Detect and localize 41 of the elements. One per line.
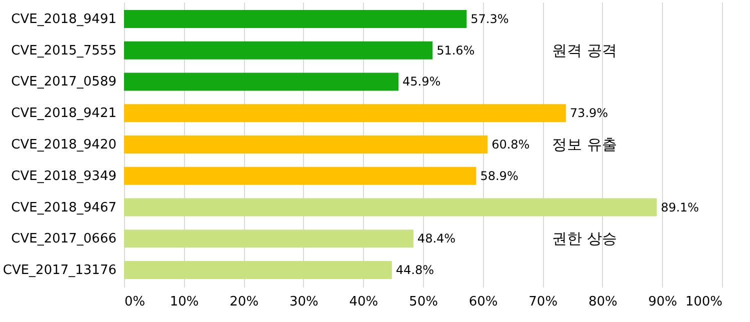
bar [124, 166, 476, 185]
data-label: 44.8% [396, 263, 434, 278]
bar [124, 261, 392, 280]
y-tick-label: CVE_2018_9420 [11, 138, 116, 152]
x-tick-label: 90% [648, 294, 678, 310]
data-label: 60.8% [492, 138, 530, 152]
x-tick-label: 60% [468, 294, 498, 310]
bar [124, 104, 566, 122]
y-tick-label: CVE_2017_13176 [2, 263, 116, 278]
x-tick-label: 40% [349, 294, 378, 310]
data-label: 48.4% [417, 232, 456, 246]
data-label: 45.9% [402, 74, 441, 89]
x-tick-label: 70% [528, 294, 558, 310]
y-tick-label: CVE_2017_0589 [11, 74, 116, 90]
annotation: 권한 상승 [552, 230, 617, 248]
bar [124, 41, 433, 60]
x-tick-label: 0% [124, 294, 146, 310]
y-tick-label: CVE_2018_9349 [11, 168, 116, 184]
data-label: 51.6% [436, 43, 475, 58]
bar [124, 72, 398, 91]
bar [124, 198, 657, 216]
bar [124, 10, 467, 28]
y-tick-label: CVE_2018_9491 [11, 12, 116, 27]
bar [124, 230, 414, 248]
annotation: 원격 공격 [552, 41, 617, 60]
data-label: 57.3% [470, 12, 509, 26]
data-label: 89.1% [660, 200, 699, 214]
x-tick-label: 100% [685, 294, 722, 310]
x-tick-label: 80% [588, 294, 618, 310]
bar [124, 136, 488, 154]
y-tick-label: CVE_2018_9421 [11, 106, 116, 122]
data-label: 73.9% [570, 106, 608, 120]
y-tick-label: CVE_2018_9467 [11, 200, 116, 216]
x-tick-label: 50% [409, 294, 438, 310]
x-tick-label: 30% [289, 294, 318, 310]
annotation: 정보 유출 [552, 136, 617, 154]
data-label: 58.9% [480, 168, 518, 183]
y-tick-label: CVE_2017_0666 [11, 232, 116, 247]
x-tick-label: 10% [170, 294, 199, 310]
y-tick-label: CVE_2015_7555 [11, 43, 116, 58]
x-tick-label: 20% [230, 294, 259, 310]
